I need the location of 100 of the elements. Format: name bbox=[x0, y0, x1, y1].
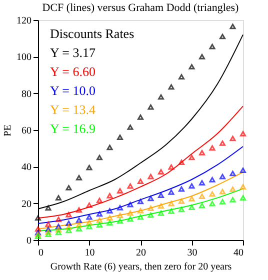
point bbox=[209, 44, 216, 50]
point bbox=[66, 228, 72, 234]
point bbox=[56, 224, 62, 230]
line-series bbox=[38, 146, 244, 224]
point bbox=[158, 192, 164, 198]
point bbox=[240, 130, 246, 136]
point bbox=[117, 212, 123, 218]
point bbox=[117, 134, 123, 140]
point bbox=[45, 205, 52, 211]
y-axis-title: PE bbox=[2, 124, 14, 136]
point bbox=[178, 186, 184, 192]
point bbox=[86, 220, 92, 226]
point bbox=[138, 178, 144, 184]
point bbox=[209, 145, 216, 151]
point bbox=[56, 230, 62, 236]
y-tick-label: 20 bbox=[22, 198, 32, 210]
point bbox=[76, 222, 82, 228]
point bbox=[178, 198, 184, 204]
point bbox=[117, 218, 123, 224]
point bbox=[178, 160, 184, 165]
point bbox=[178, 74, 184, 80]
point bbox=[240, 168, 246, 174]
point bbox=[127, 216, 134, 222]
point bbox=[199, 194, 205, 200]
point bbox=[168, 189, 174, 195]
point bbox=[96, 198, 102, 204]
point bbox=[148, 174, 154, 180]
point bbox=[230, 24, 236, 30]
x-tick-label: 10 bbox=[84, 248, 95, 258]
point bbox=[127, 183, 134, 189]
point bbox=[188, 183, 195, 189]
point bbox=[168, 164, 174, 170]
legend-title: Discounts Rates bbox=[50, 26, 134, 41]
point bbox=[220, 34, 226, 40]
point bbox=[76, 226, 82, 232]
point bbox=[148, 196, 154, 202]
point bbox=[168, 84, 174, 90]
point bbox=[56, 195, 62, 201]
point bbox=[76, 218, 82, 223]
point bbox=[209, 176, 216, 182]
point bbox=[56, 216, 62, 222]
y-tick-label: 0 bbox=[26, 236, 32, 246]
point bbox=[76, 207, 82, 213]
point bbox=[199, 54, 205, 60]
point bbox=[96, 222, 102, 228]
chart-title: DCF (lines) versus Graham Dodd (triangles) bbox=[42, 2, 240, 14]
point bbox=[209, 200, 216, 206]
point bbox=[138, 214, 144, 220]
x-tick-label: 20 bbox=[136, 248, 146, 258]
point bbox=[158, 169, 164, 174]
point bbox=[86, 214, 92, 220]
point bbox=[220, 188, 226, 194]
x-tick-label: 40 bbox=[234, 248, 244, 258]
point bbox=[199, 180, 205, 186]
point bbox=[230, 136, 236, 142]
point bbox=[230, 196, 236, 202]
text: Y = 6.60 bbox=[50, 64, 96, 79]
point bbox=[45, 232, 52, 238]
point bbox=[127, 202, 134, 208]
point bbox=[45, 226, 52, 232]
point bbox=[168, 200, 174, 206]
point bbox=[96, 154, 102, 160]
point bbox=[158, 203, 164, 209]
point bbox=[35, 215, 41, 221]
point bbox=[138, 198, 144, 204]
point bbox=[148, 212, 154, 218]
y-tick-label: 100 bbox=[16, 52, 32, 64]
y-tick-label: 120 bbox=[16, 16, 32, 26]
y-tick-label: 60 bbox=[22, 126, 32, 136]
x-tick-label: 0 bbox=[38, 248, 44, 258]
point bbox=[230, 170, 236, 176]
y-tick-label: 40 bbox=[22, 162, 32, 174]
point bbox=[138, 114, 144, 120]
point bbox=[240, 184, 246, 190]
point bbox=[106, 192, 113, 198]
x-tick-label: 30 bbox=[187, 248, 198, 258]
y-tick-label: 80 bbox=[22, 88, 32, 100]
point bbox=[86, 202, 92, 208]
text: Y = 3.17 bbox=[50, 45, 96, 60]
point bbox=[220, 198, 226, 204]
point bbox=[158, 94, 164, 100]
point bbox=[106, 144, 113, 150]
point bbox=[86, 224, 92, 230]
point bbox=[127, 210, 134, 216]
point bbox=[96, 211, 102, 217]
text: Y = 10.0 bbox=[50, 83, 96, 98]
point bbox=[220, 174, 226, 180]
point bbox=[178, 206, 184, 212]
point bbox=[148, 104, 154, 110]
point bbox=[86, 164, 92, 170]
text: Y = 13.4 bbox=[50, 102, 96, 117]
x-axis-title: Growth Rate (6) years, then zero for 20 years bbox=[50, 262, 232, 272]
point bbox=[209, 191, 216, 197]
point bbox=[188, 154, 195, 160]
point bbox=[117, 188, 123, 194]
point bbox=[138, 208, 144, 214]
text: Y = 16.9 bbox=[50, 121, 96, 136]
point bbox=[35, 226, 41, 232]
point bbox=[76, 174, 82, 180]
point bbox=[199, 202, 205, 208]
